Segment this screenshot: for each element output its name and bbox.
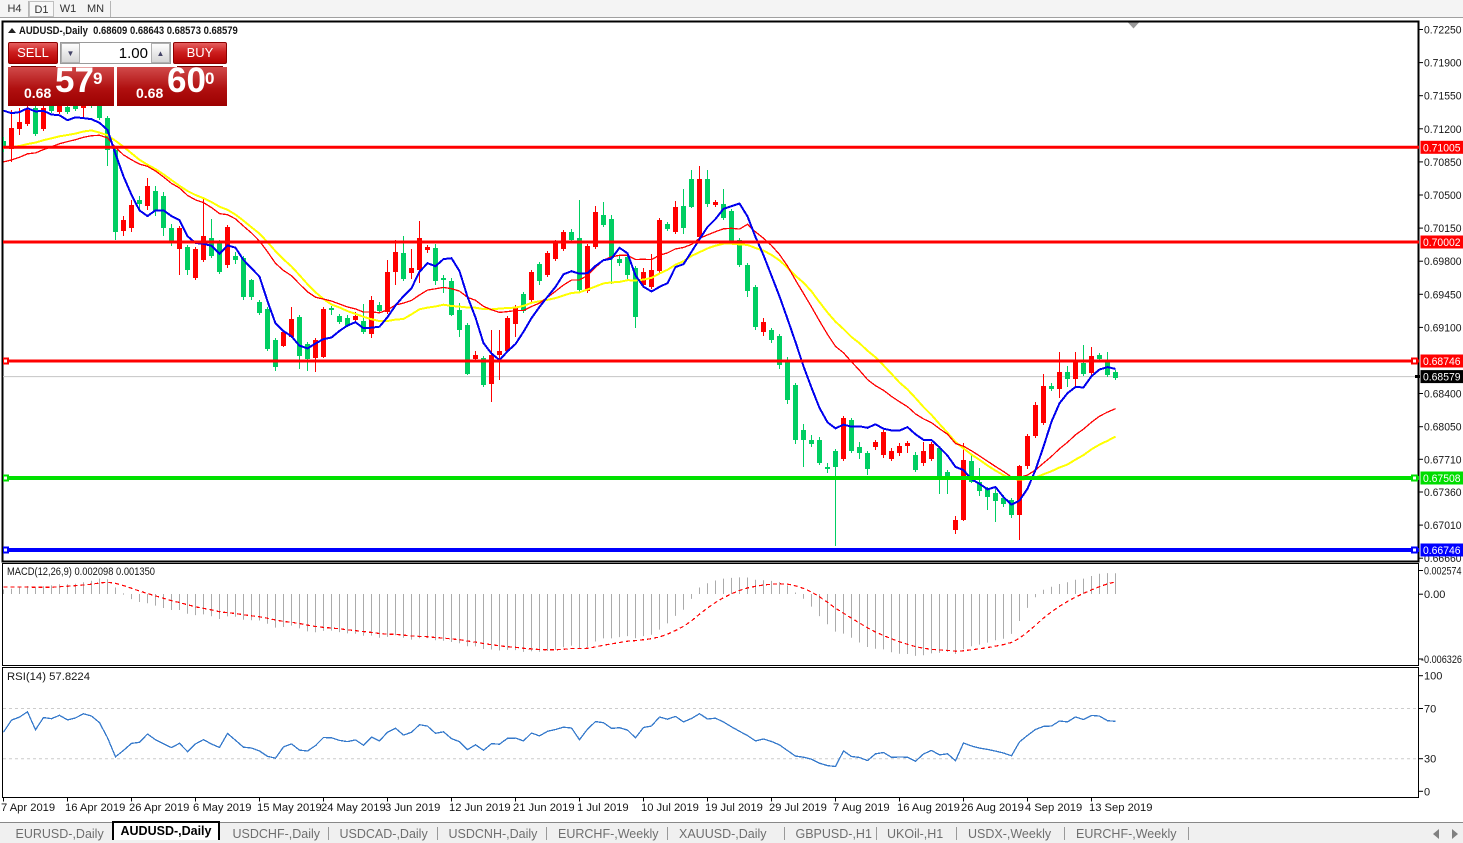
svg-text:21 Jun 2019: 21 Jun 2019: [513, 802, 575, 814]
svg-text:29 Jul 2019: 29 Jul 2019: [769, 802, 827, 814]
svg-text:4 Sep 2019: 4 Sep 2019: [1025, 802, 1082, 814]
svg-text:0.68746: 0.68746: [1423, 356, 1461, 368]
svg-text:7 Apr 2019: 7 Apr 2019: [1, 802, 55, 814]
svg-text:RSI(14) 57.8224: RSI(14) 57.8224: [7, 671, 90, 683]
svg-text:0.70002: 0.70002: [1423, 237, 1461, 249]
svg-text:0.71005: 0.71005: [1423, 142, 1461, 154]
svg-text:16 Aug 2019: 16 Aug 2019: [897, 802, 960, 814]
svg-text:0.70850: 0.70850: [1424, 157, 1462, 169]
svg-text:100: 100: [1424, 671, 1442, 683]
svg-text:24 May 2019: 24 May 2019: [321, 802, 386, 814]
svg-text:0.71550: 0.71550: [1424, 91, 1462, 103]
svg-text:0.70150: 0.70150: [1424, 223, 1462, 235]
svg-text:0: 0: [1424, 786, 1430, 798]
svg-text:0.68050: 0.68050: [1424, 422, 1462, 434]
svg-text:16 Apr 2019: 16 Apr 2019: [65, 802, 125, 814]
svg-text:0.71900: 0.71900: [1424, 58, 1462, 70]
svg-text:0.67710: 0.67710: [1424, 454, 1462, 466]
svg-text:0.69100: 0.69100: [1424, 322, 1462, 334]
svg-text:0.67508: 0.67508: [1423, 473, 1461, 485]
svg-text:70: 70: [1424, 704, 1436, 716]
svg-text:0.67010: 0.67010: [1424, 520, 1462, 532]
svg-text:10 Jul 2019: 10 Jul 2019: [641, 802, 699, 814]
svg-text:0.69450: 0.69450: [1424, 289, 1462, 301]
svg-text:0.70500: 0.70500: [1424, 190, 1462, 202]
svg-text:3 Jun 2019: 3 Jun 2019: [385, 802, 440, 814]
svg-text:0.66746: 0.66746: [1423, 545, 1461, 557]
svg-text:6 May 2019: 6 May 2019: [193, 802, 251, 814]
svg-text:26 Apr 2019: 26 Apr 2019: [129, 802, 189, 814]
svg-text:7 Aug 2019: 7 Aug 2019: [833, 802, 890, 814]
svg-text:1 Jul 2019: 1 Jul 2019: [577, 802, 629, 814]
svg-text:0.71200: 0.71200: [1424, 124, 1462, 136]
svg-text:0.72250: 0.72250: [1424, 25, 1462, 37]
svg-text:0.68579: 0.68579: [1423, 372, 1461, 384]
svg-text:0.68400: 0.68400: [1424, 389, 1462, 401]
svg-text:0.67360: 0.67360: [1424, 487, 1462, 499]
svg-text:19 Jul 2019: 19 Jul 2019: [705, 802, 763, 814]
svg-text:12 Jun 2019: 12 Jun 2019: [449, 802, 511, 814]
svg-text:15 May 2019: 15 May 2019: [257, 802, 322, 814]
svg-text:30: 30: [1424, 754, 1436, 766]
svg-text:0.002574: 0.002574: [1424, 566, 1462, 578]
svg-text:-0.006326: -0.006326: [1421, 654, 1462, 666]
svg-text:0.00: 0.00: [1424, 589, 1445, 601]
svg-text:13 Sep 2019: 13 Sep 2019: [1089, 802, 1152, 814]
svg-text:0.69800: 0.69800: [1424, 256, 1462, 268]
svg-text:26 Aug 2019: 26 Aug 2019: [961, 802, 1024, 814]
svg-text:MACD(12,26,9) 0.002098 0.00135: MACD(12,26,9) 0.002098 0.001350: [7, 566, 155, 578]
